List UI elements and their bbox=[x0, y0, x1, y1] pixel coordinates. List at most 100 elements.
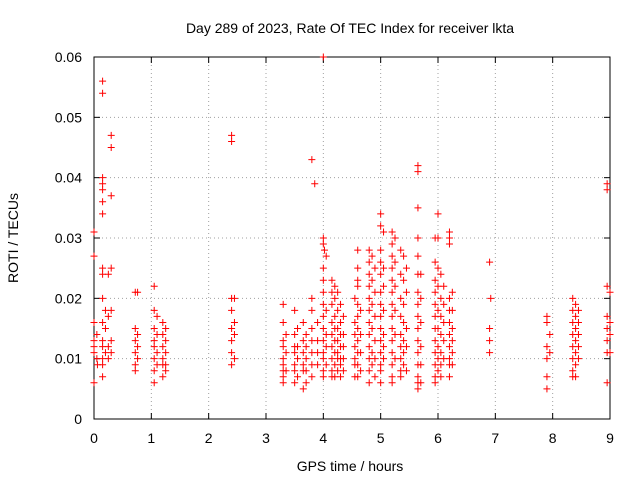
data-point bbox=[339, 355, 347, 363]
data-point bbox=[331, 312, 339, 320]
data-point bbox=[159, 343, 167, 351]
data-point bbox=[445, 343, 453, 351]
y-tick-label: 0.05 bbox=[55, 109, 82, 125]
data-point bbox=[299, 385, 307, 393]
data-point bbox=[159, 373, 167, 381]
data-point bbox=[131, 325, 139, 332]
data-point bbox=[414, 312, 422, 320]
data-point bbox=[388, 300, 396, 308]
data-point bbox=[448, 349, 456, 357]
data-point bbox=[543, 385, 551, 393]
data-point bbox=[572, 373, 580, 381]
data-point bbox=[380, 282, 388, 290]
data-point bbox=[440, 282, 448, 290]
data-point bbox=[150, 343, 158, 351]
data-point bbox=[291, 379, 299, 387]
data-point bbox=[328, 343, 336, 351]
data-point bbox=[400, 252, 408, 260]
data-point bbox=[354, 312, 362, 320]
data-point bbox=[400, 361, 408, 369]
data-point bbox=[99, 186, 107, 194]
data-point bbox=[319, 373, 327, 381]
data-point bbox=[603, 325, 611, 332]
data-point bbox=[414, 349, 422, 357]
data-point bbox=[337, 300, 345, 308]
data-point bbox=[572, 361, 580, 369]
data-point bbox=[437, 349, 445, 357]
data-point bbox=[228, 306, 236, 314]
data-point bbox=[99, 318, 107, 326]
y-axis-label: ROTI / TECUs bbox=[5, 193, 21, 283]
y-tick-label: 0.03 bbox=[55, 230, 82, 246]
data-point bbox=[377, 270, 385, 278]
data-point bbox=[99, 210, 107, 218]
data-point bbox=[572, 349, 580, 357]
y-tick-label: 0.02 bbox=[55, 290, 82, 306]
data-point bbox=[90, 349, 98, 357]
data-point bbox=[606, 331, 614, 339]
data-point bbox=[99, 373, 107, 381]
data-point bbox=[319, 337, 327, 345]
data-point bbox=[365, 282, 373, 290]
data-point bbox=[354, 282, 362, 290]
x-tick-label: 7 bbox=[491, 430, 499, 446]
y-tick-label: 0 bbox=[74, 411, 82, 427]
data-point bbox=[351, 318, 359, 326]
x-tick-label: 9 bbox=[606, 430, 614, 446]
data-point bbox=[603, 379, 611, 387]
data-point bbox=[574, 306, 582, 314]
data-point bbox=[431, 379, 439, 387]
data-point bbox=[302, 355, 310, 363]
data-point bbox=[334, 349, 342, 357]
data-point bbox=[354, 361, 362, 369]
data-point bbox=[153, 349, 161, 357]
data-point bbox=[437, 294, 445, 302]
data-point bbox=[150, 282, 158, 290]
data-point bbox=[365, 258, 373, 266]
data-point bbox=[377, 337, 385, 345]
x-tick-label: 5 bbox=[377, 430, 385, 446]
data-point bbox=[354, 264, 362, 272]
data-point bbox=[150, 325, 158, 332]
data-point bbox=[99, 294, 107, 302]
data-point bbox=[417, 270, 425, 278]
data-point bbox=[445, 234, 453, 242]
data-point bbox=[606, 349, 614, 357]
data-point bbox=[414, 385, 422, 393]
data-point bbox=[414, 162, 422, 170]
data-point bbox=[440, 300, 448, 308]
data-point bbox=[308, 325, 316, 332]
data-point bbox=[414, 337, 422, 345]
data-point bbox=[603, 282, 611, 290]
data-point bbox=[228, 337, 236, 345]
data-point bbox=[90, 318, 98, 326]
data-point bbox=[380, 228, 388, 236]
data-point bbox=[328, 331, 336, 339]
data-point bbox=[368, 300, 376, 308]
data-point bbox=[282, 331, 290, 339]
data-point bbox=[104, 355, 112, 363]
data-point bbox=[159, 355, 167, 363]
data-point bbox=[377, 349, 385, 357]
data-point bbox=[434, 343, 442, 351]
data-point bbox=[107, 306, 115, 314]
data-point bbox=[487, 294, 495, 302]
data-point bbox=[365, 318, 373, 326]
x-tick-label: 3 bbox=[262, 430, 270, 446]
data-point bbox=[402, 343, 410, 351]
data-point bbox=[400, 337, 408, 345]
data-point bbox=[104, 270, 112, 278]
data-point bbox=[107, 192, 115, 200]
data-point bbox=[230, 318, 238, 326]
data-point bbox=[99, 264, 107, 272]
data-point bbox=[328, 300, 336, 308]
data-point bbox=[388, 252, 396, 260]
data-point bbox=[574, 355, 582, 363]
data-point bbox=[162, 349, 170, 357]
data-point bbox=[414, 234, 422, 242]
data-point bbox=[400, 276, 408, 284]
data-point bbox=[417, 361, 425, 369]
data-point bbox=[150, 367, 158, 375]
data-point bbox=[368, 361, 376, 369]
